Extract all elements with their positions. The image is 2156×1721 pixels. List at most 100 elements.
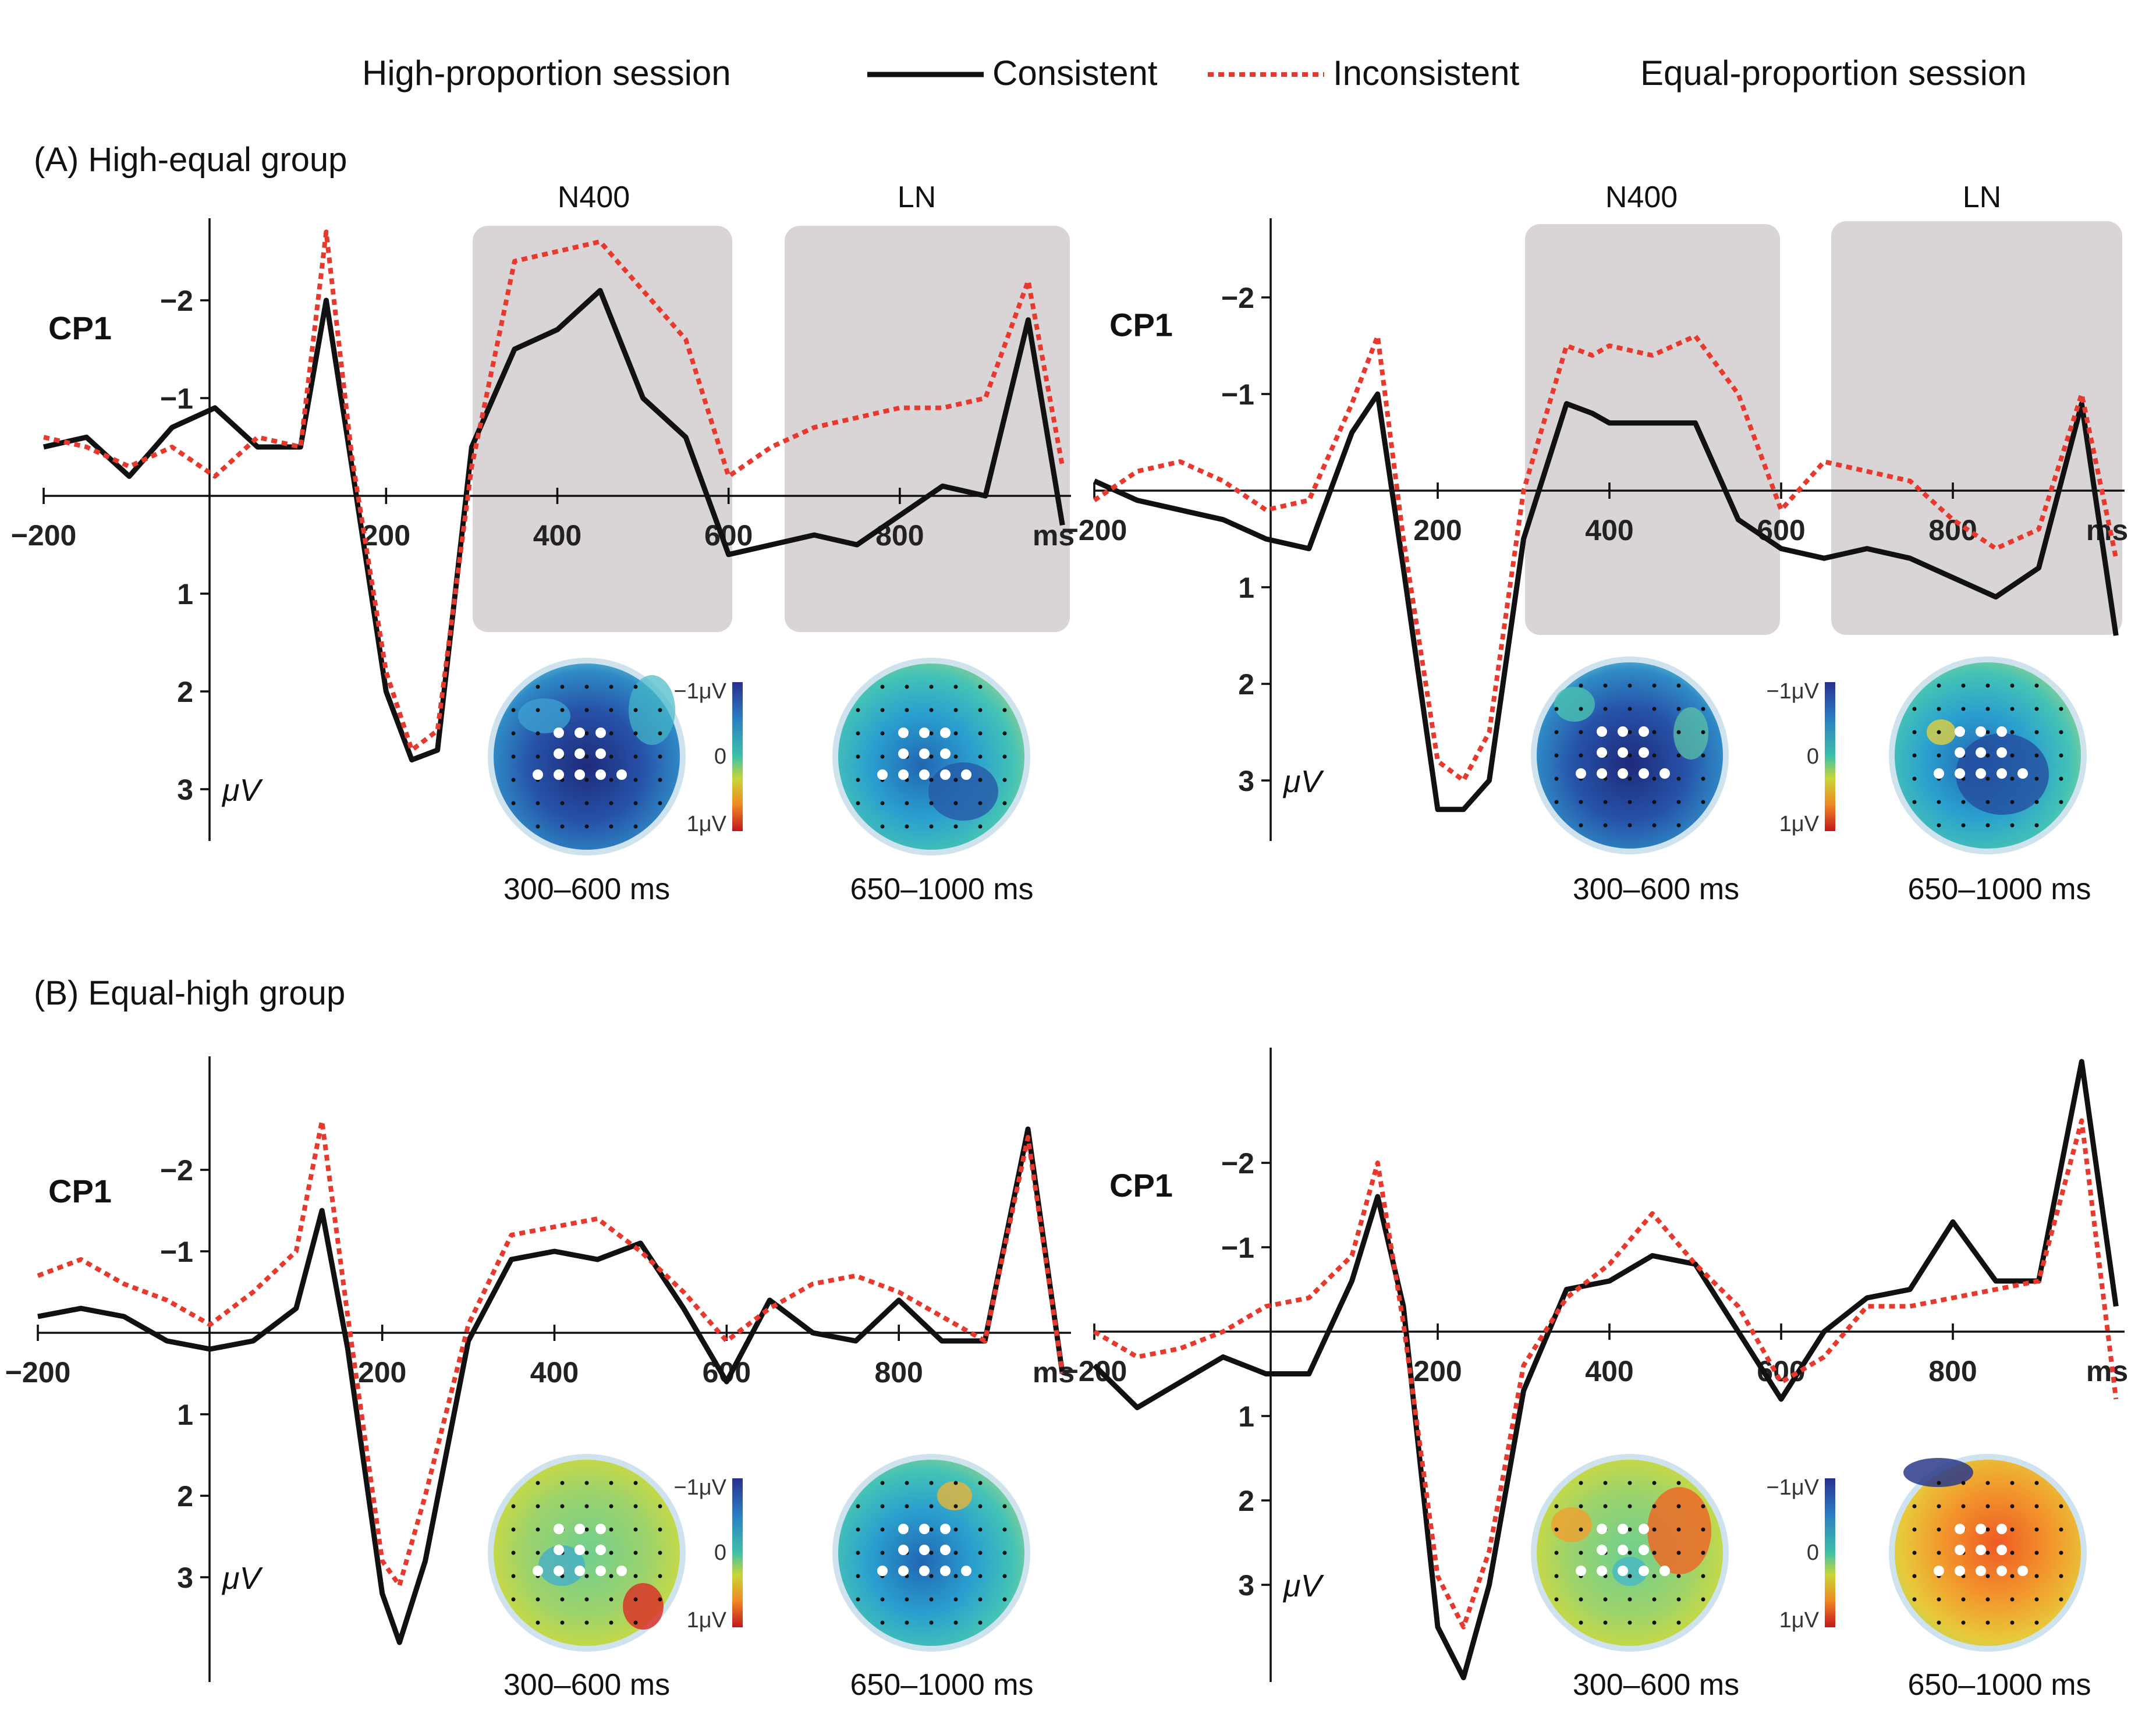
x-tick-label: 600 bbox=[1757, 514, 1805, 547]
electrode-dot bbox=[880, 1620, 885, 1625]
consistent-trace bbox=[1093, 391, 2119, 812]
electrode-dot bbox=[856, 754, 860, 759]
electrode-dot bbox=[1579, 730, 1583, 734]
ln-label-a-equal: LN bbox=[1963, 180, 2001, 214]
electrode-dot bbox=[978, 1504, 983, 1509]
topo-label-n400: 300–600 ms bbox=[1573, 1668, 1739, 1702]
electrode-dot bbox=[2034, 776, 2039, 781]
electrode-dot bbox=[1652, 1504, 1657, 1509]
electrode-dot bbox=[880, 731, 885, 736]
electrode-dot bbox=[609, 1574, 614, 1578]
electrode-dot bbox=[1912, 753, 1917, 758]
electrode-dot bbox=[856, 1550, 860, 1555]
roi-electrode bbox=[940, 1524, 951, 1534]
electrode-dot bbox=[609, 1620, 614, 1625]
electrode-dot bbox=[2059, 1597, 2063, 1602]
consistent-trace bbox=[1092, 1059, 2119, 1680]
roi-electrode bbox=[1976, 1524, 1986, 1534]
electrode-dot bbox=[1937, 1620, 1941, 1625]
electrode-dot bbox=[856, 1597, 860, 1602]
electrode-dot bbox=[2034, 1597, 2039, 1602]
electrode-dot bbox=[880, 684, 885, 689]
electrode-dot bbox=[1985, 776, 1990, 781]
electrode-dot bbox=[511, 1574, 516, 1578]
electrode-dot bbox=[584, 778, 589, 782]
roi-electrode bbox=[1576, 768, 1586, 779]
electrode-dot bbox=[1554, 1550, 1559, 1555]
roi-electrode bbox=[1639, 1545, 1649, 1555]
electrode-dot bbox=[1002, 754, 1007, 759]
electrode-dot bbox=[1002, 778, 1007, 782]
electrode-dot bbox=[953, 1550, 958, 1555]
colorbar-bottom-label: 1μV bbox=[1779, 1608, 1820, 1633]
electrode-dot bbox=[2010, 1550, 2015, 1555]
electrode-dot bbox=[978, 1574, 983, 1578]
roi-electrode bbox=[1597, 1566, 1607, 1576]
roi-electrode bbox=[1576, 1566, 1586, 1576]
roi-electrode bbox=[554, 748, 564, 759]
electrode-dot bbox=[1912, 1597, 1917, 1602]
electrode-dot bbox=[633, 1620, 638, 1625]
electrode-dot bbox=[584, 1550, 589, 1555]
roi-electrode bbox=[898, 1524, 909, 1534]
electrode-dot bbox=[584, 1504, 589, 1509]
electrode-dot bbox=[953, 1504, 958, 1509]
electrode-dot bbox=[2034, 1620, 2039, 1625]
electrode-dot bbox=[1985, 707, 1990, 711]
electrode-dot bbox=[1985, 1481, 1990, 1485]
electrode-dot bbox=[1701, 707, 1705, 711]
channel-label: CP1 bbox=[48, 310, 112, 346]
electrode-dot bbox=[929, 1574, 934, 1578]
topo-label-ln: 650–1000 ms bbox=[1907, 872, 2091, 906]
roi-electrode bbox=[1639, 747, 1649, 758]
roi-electrode bbox=[595, 1524, 606, 1534]
electrode-dot bbox=[1676, 1550, 1681, 1555]
colorbar-top-label: −1μV bbox=[1766, 1475, 1819, 1500]
y-tick-label: 3 bbox=[177, 773, 193, 806]
x-tick-label: −200 bbox=[1062, 514, 1127, 547]
roi-electrode bbox=[940, 748, 951, 759]
roi-electrode bbox=[1597, 726, 1607, 737]
electrode-dot bbox=[609, 1550, 614, 1555]
electrode-dot bbox=[1985, 1597, 1990, 1602]
colorbar-mid-label: 0 bbox=[714, 1541, 726, 1565]
electrode-dot bbox=[1002, 1527, 1007, 1532]
electrode-dot bbox=[856, 778, 860, 782]
roi-electrode bbox=[1976, 768, 1986, 779]
electrode-dot bbox=[2034, 1550, 2039, 1555]
electrode-dot bbox=[1652, 1481, 1657, 1485]
ln-window-a-equal bbox=[1831, 221, 2122, 635]
electrode-dot bbox=[1912, 1527, 1917, 1532]
electrode-dot bbox=[856, 708, 860, 712]
electrode-dot bbox=[1002, 801, 1007, 806]
y-tick-label: −1 bbox=[1221, 1232, 1254, 1264]
n400-label-a-high: N400 bbox=[558, 180, 630, 214]
electrode-dot bbox=[511, 1550, 516, 1555]
roi-electrode bbox=[919, 1545, 930, 1555]
electrode-dot bbox=[905, 1504, 909, 1509]
electrode-dot bbox=[584, 1597, 589, 1602]
colorbar-mid-label: 0 bbox=[1807, 744, 1819, 769]
electrode-dot bbox=[2059, 1550, 2063, 1555]
x-unit-label: ms bbox=[2086, 514, 2128, 547]
electrode-dot bbox=[1627, 1574, 1632, 1578]
electrode-dot bbox=[1701, 1550, 1705, 1555]
electrode-dot bbox=[978, 1481, 983, 1485]
electrode-dot bbox=[880, 1597, 885, 1602]
roi-electrode bbox=[1976, 747, 1986, 758]
electrode-dot bbox=[1627, 707, 1632, 711]
electrode-dot bbox=[856, 731, 860, 736]
electrode-dot bbox=[1937, 1481, 1941, 1485]
inconsistent-trace bbox=[43, 229, 1065, 753]
electrode-dot bbox=[953, 1574, 958, 1578]
roi-electrode bbox=[595, 728, 606, 738]
channel-label: CP1 bbox=[1109, 1167, 1173, 1204]
electrode-dot bbox=[658, 1550, 662, 1555]
electrode-dot bbox=[536, 708, 540, 712]
electrode-dot bbox=[1002, 731, 1007, 736]
electrode-dot bbox=[2034, 753, 2039, 758]
roi-electrode bbox=[1976, 726, 1986, 737]
electrode-dot bbox=[1701, 776, 1705, 781]
x-tick-label: 400 bbox=[1585, 1355, 1633, 1388]
electrode-dot bbox=[1701, 1597, 1705, 1602]
